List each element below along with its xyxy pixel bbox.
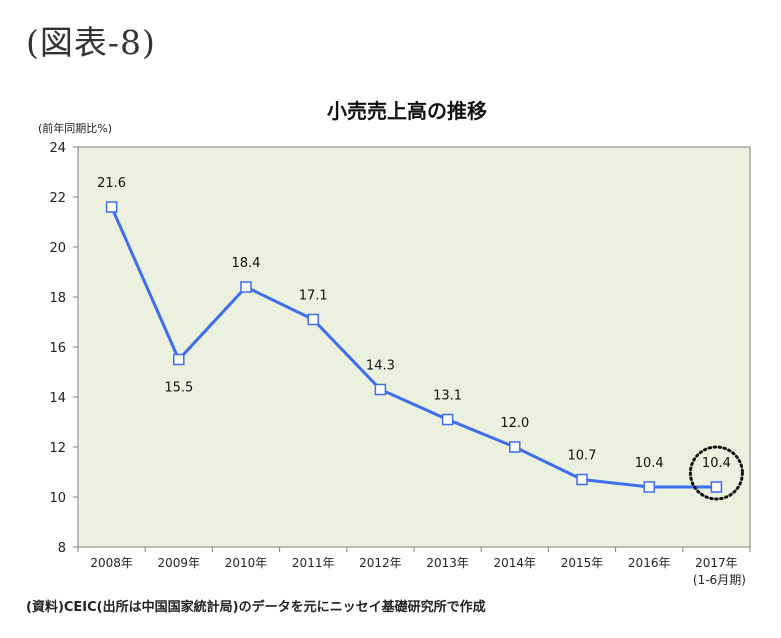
x-tick-label: 2011年 [292, 556, 335, 570]
x-tick-label: 2008年 [90, 556, 133, 570]
y-axis-unit-label: (前年同期比%) [38, 121, 112, 135]
data-point-marker [576, 473, 588, 486]
data-label: 13.1 [433, 389, 462, 404]
figure-label: (図表-8) [26, 23, 156, 62]
data-label: 10.7 [568, 449, 597, 464]
data-label: 21.6 [97, 176, 126, 191]
x-tick-label: 2013年 [426, 556, 469, 570]
data-label: 14.3 [366, 359, 395, 374]
x-tick-label: 2010年 [225, 556, 268, 570]
x-tick-label: 2017年 [695, 556, 738, 570]
y-tick-label: 16 [49, 341, 66, 356]
x-tick-label: 2014年 [494, 556, 537, 570]
data-point-marker [307, 313, 319, 326]
y-tick-label: 24 [49, 141, 66, 156]
y-tick-label: 20 [49, 241, 66, 256]
line-chart: 小売売上高の推移 (前年同期比%) 8 10 12 14 16 18 20 22 24 2008… [38, 99, 751, 587]
y-tick-label: 14 [49, 391, 66, 406]
data-label: 10.4 [635, 456, 664, 471]
series-line [110, 206, 717, 489]
y-tick-label: 8 [58, 541, 66, 556]
data-point-marker [441, 413, 454, 426]
data-label: 18.4 [232, 256, 261, 271]
y-tick-label: 18 [49, 291, 66, 306]
data-point-marker [173, 353, 185, 366]
data-label: 12.0 [500, 416, 529, 431]
y-tick-label: 12 [49, 441, 66, 456]
data-label: 15.5 [164, 381, 193, 396]
data-point-marker [643, 481, 655, 493]
x-tick-label: 2015年 [561, 556, 604, 570]
data-point-marker [240, 281, 252, 293]
data-point-marker [374, 383, 387, 396]
data-point-marker [710, 481, 723, 493]
data-point-marker [509, 441, 521, 453]
source-note: (資料)CEIC(出所は中国国家統計局)のデータを元にニッセイ基礎研究所で作成 [26, 600, 486, 615]
x-tick-label: 2012年 [359, 556, 402, 570]
data-label: 10.4 [702, 456, 731, 471]
x-tick-label: 2016年 [628, 556, 671, 570]
y-tick-label: 10 [49, 491, 66, 506]
data-label: 17.1 [299, 289, 328, 304]
x-tick-label: 2009年 [158, 556, 201, 570]
y-tick-label: 22 [49, 191, 66, 206]
x-tick-sublabel: (1-6月期) [693, 573, 746, 587]
chart-title: 小売売上高の推移 [327, 99, 487, 123]
data-point-marker [105, 201, 118, 213]
highlight-circle [688, 445, 744, 501]
